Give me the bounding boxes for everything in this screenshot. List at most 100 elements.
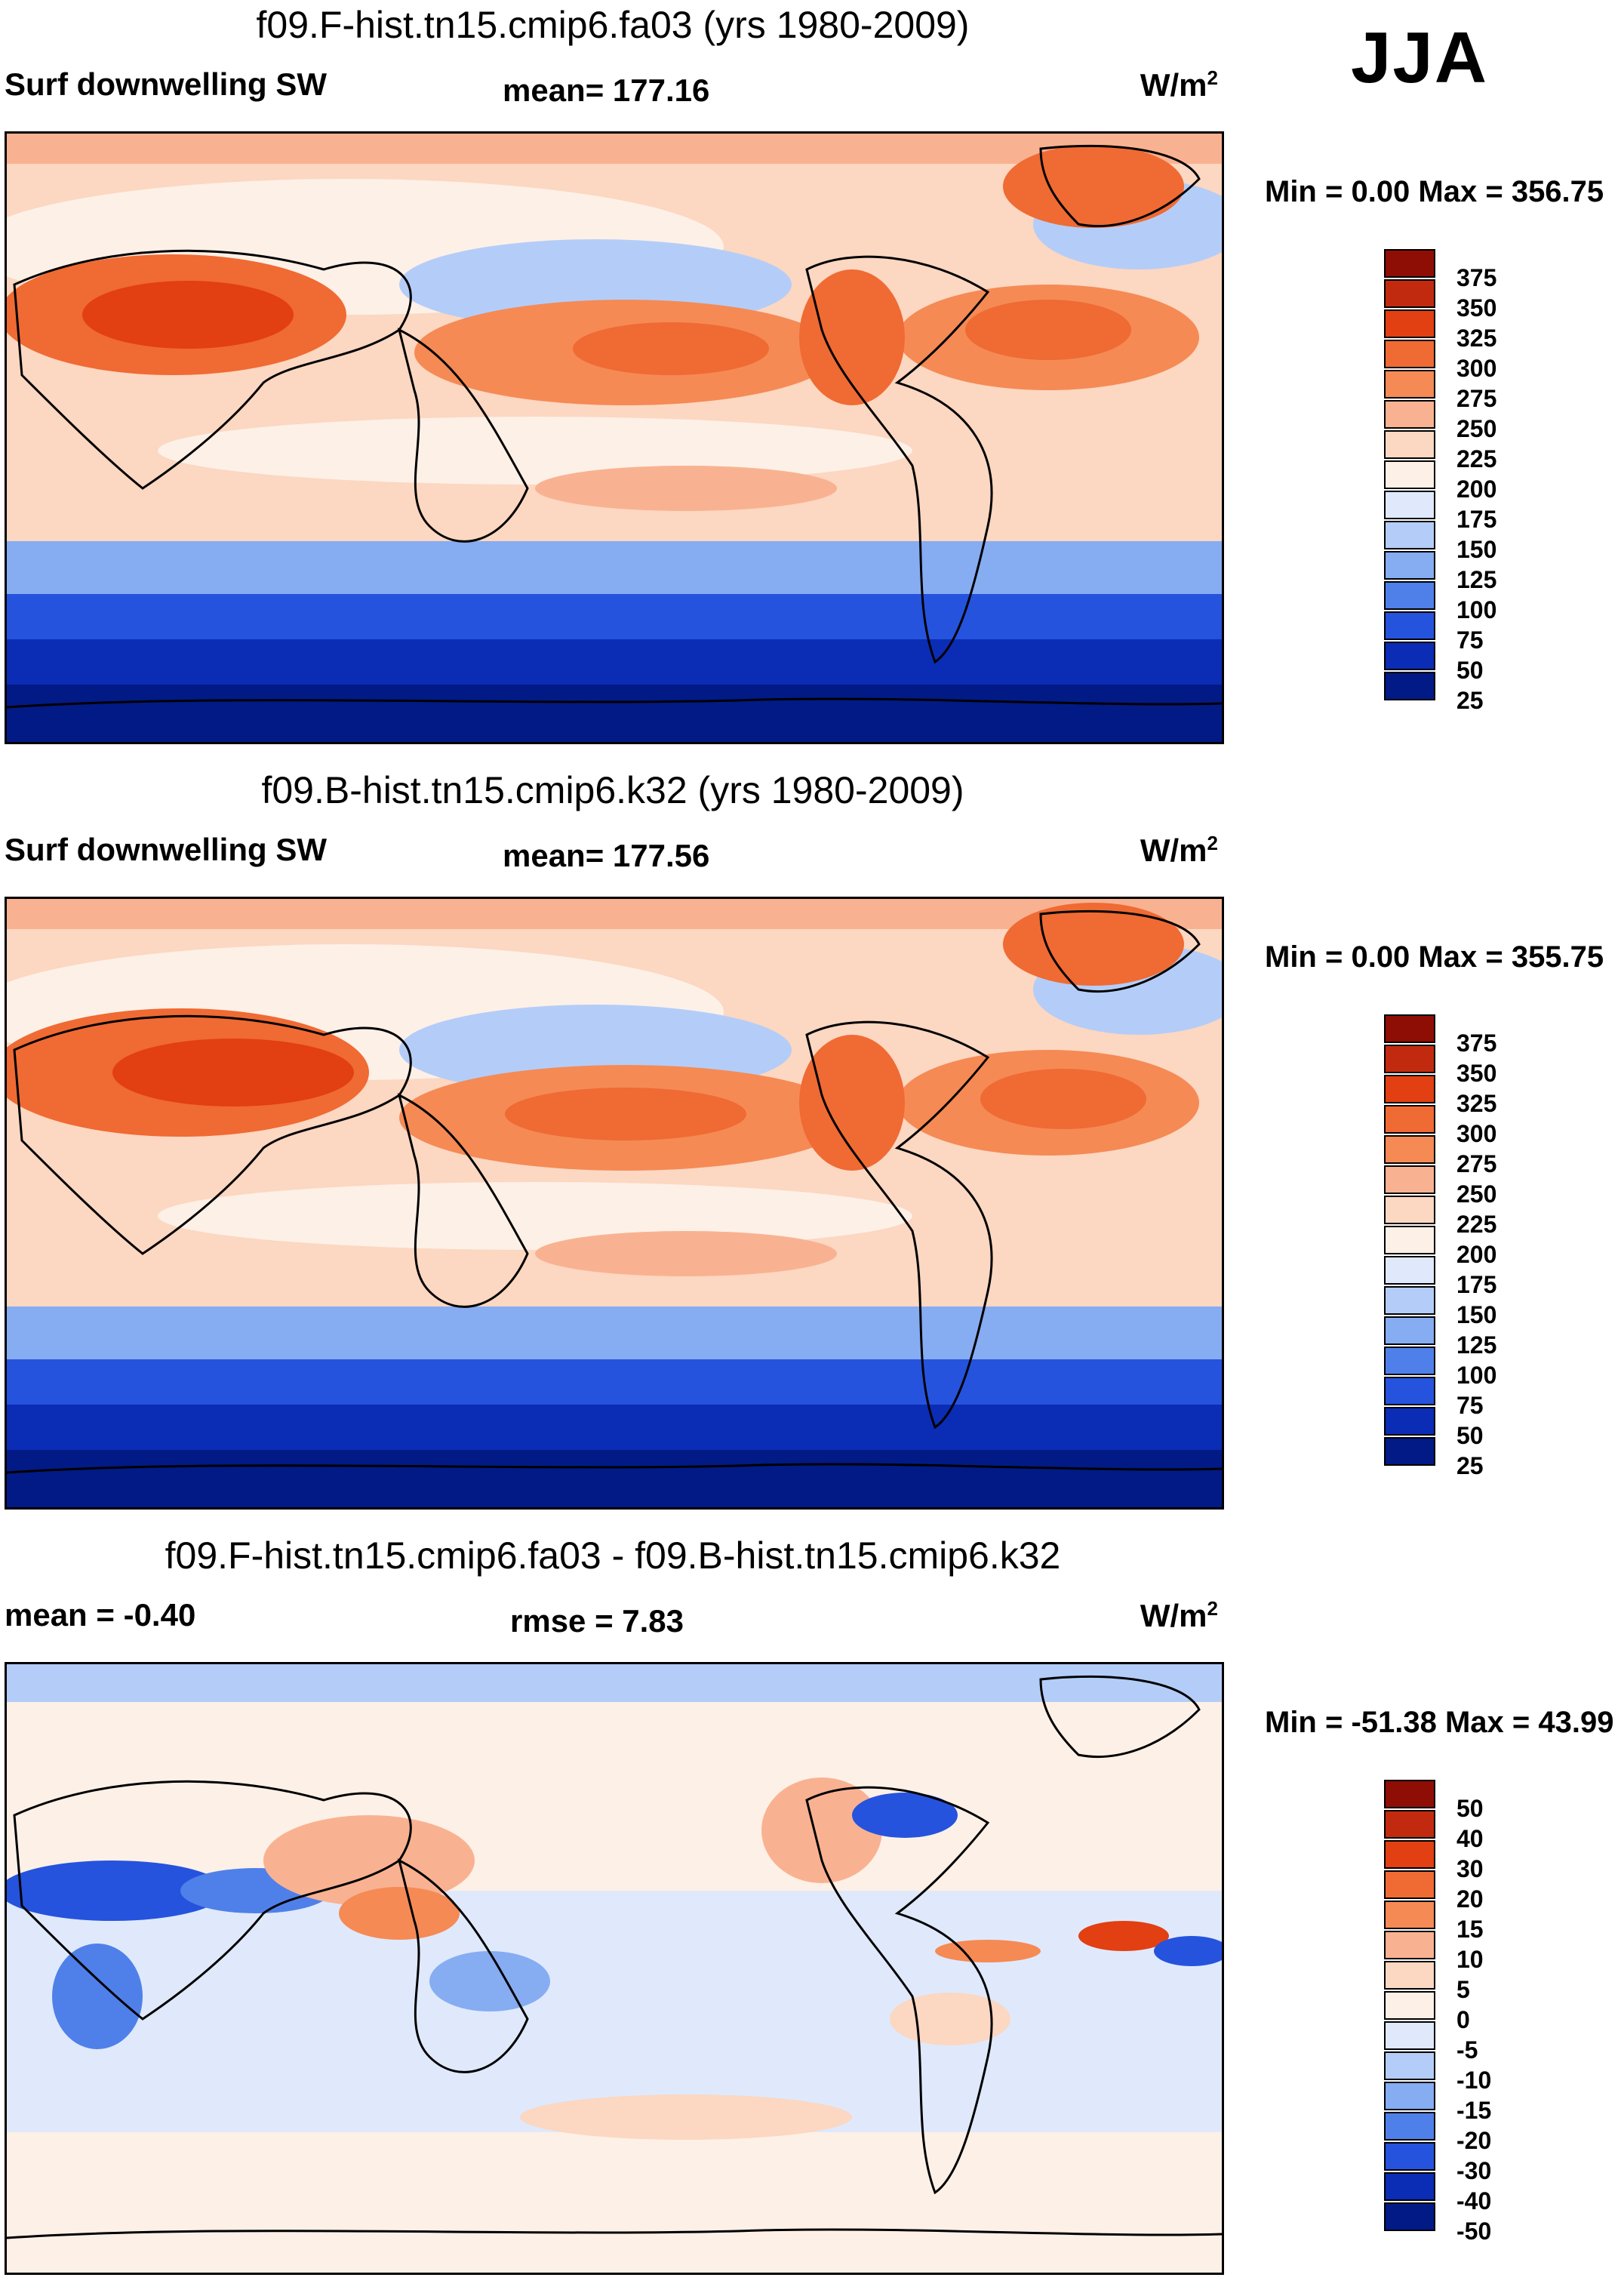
colorbar-swatch — [1384, 491, 1435, 519]
map-model-b — [5, 897, 1224, 1510]
colorbar-tick-label: 125 — [1456, 1331, 1497, 1359]
colorbar-swatch — [1384, 581, 1435, 610]
colorbar-tick-label: 75 — [1456, 626, 1484, 654]
colorbar-swatch — [1384, 521, 1435, 549]
colorbar-swatch — [1384, 400, 1435, 429]
colorbar-tick-label: 150 — [1456, 536, 1497, 563]
colorbar-tick-label: -15 — [1456, 2097, 1492, 2124]
colorbar-swatch — [1384, 1196, 1435, 1224]
colorbar-tick-label: 75 — [1456, 1392, 1484, 1419]
colorbar-swatch — [1384, 1870, 1435, 1899]
colorbar-tick-label: 20 — [1456, 1885, 1484, 1913]
colorbar-swatch — [1384, 2051, 1435, 2080]
colorbar-tick-label: -10 — [1456, 2067, 1492, 2094]
variable-label: Surf downwelling SW — [5, 832, 327, 867]
colorbar-swatch — [1384, 2202, 1435, 2231]
colorbar-tick-label: 30 — [1456, 1855, 1484, 1882]
panel-difference: f09.F-hist.tn15.cmip6.fa03 - f09.B-hist.… — [0, 1534, 1621, 2296]
minmax-label: Min = -51.38 Max = 43.99 — [1265, 1706, 1614, 1739]
colorbar-swatch — [1384, 1135, 1435, 1164]
colorbar-swatch — [1384, 1437, 1435, 1466]
colorbar-swatch — [1384, 460, 1435, 489]
colorbar-tick-label: 100 — [1456, 1362, 1497, 1389]
colorbar-swatch — [1384, 2112, 1435, 2141]
colorbar-swatch — [1384, 1961, 1435, 1990]
colorbar-swatch — [1384, 1075, 1435, 1103]
colorbar-swatch — [1384, 1991, 1435, 2020]
colorbar-swatch — [1384, 1045, 1435, 1073]
colorbar-swatch — [1384, 1286, 1435, 1315]
minmax-label: Min = 0.00 Max = 355.75 — [1265, 940, 1604, 974]
colorbar-tick-label: 50 — [1456, 1795, 1484, 1822]
colorbar-tick-label: 250 — [1456, 415, 1497, 442]
colorbar-tick-label: 375 — [1456, 264, 1497, 291]
colorbar-tick-label: 200 — [1456, 476, 1497, 503]
colorbar-tick-label: 50 — [1456, 657, 1484, 684]
colorbar-tick-label: 25 — [1456, 687, 1484, 714]
colorbar-tick-label: 0 — [1456, 2006, 1470, 2033]
colorbar-tick-label: 5 — [1456, 1976, 1470, 2003]
season-label: JJA — [1351, 17, 1489, 98]
colorbar-swatch — [1384, 1377, 1435, 1405]
colorbar-swatch — [1384, 1165, 1435, 1194]
mean-label: mean= 177.56 — [503, 838, 710, 873]
colorbar-tick-label: 225 — [1456, 445, 1497, 472]
colorbar-tick-label: 50 — [1456, 1422, 1484, 1449]
colorbar-tick-label: 300 — [1456, 355, 1497, 382]
colorbar-swatch — [1384, 340, 1435, 368]
colorbar-tick-label: 100 — [1456, 596, 1497, 623]
colorbar-swatch — [1384, 279, 1435, 308]
colorbar-tick-label: 350 — [1456, 1060, 1497, 1087]
map-field — [7, 134, 1222, 742]
rmse-label: rmse = 7.83 — [510, 1603, 684, 1639]
colorbar-tick-label: 175 — [1456, 506, 1497, 533]
map-model-f — [5, 131, 1224, 744]
colorbar-swatch — [1384, 1840, 1435, 1869]
colorbar-tick-label: 300 — [1456, 1120, 1497, 1147]
colorbar-tick-label: 225 — [1456, 1211, 1497, 1238]
map-field — [7, 1664, 1222, 2273]
colorbar-swatch — [1384, 642, 1435, 670]
colorbar-swatch — [1384, 611, 1435, 640]
panel-title: f09.B-hist.tn15.cmip6.k32 (yrs 1980-2009… — [261, 769, 964, 811]
colorbar-swatch — [1384, 1256, 1435, 1285]
colorbar-tick-label: 125 — [1456, 566, 1497, 593]
map-difference — [5, 1662, 1224, 2275]
variable-label: Surf downwelling SW — [5, 66, 327, 102]
colorbar-swatch — [1384, 1316, 1435, 1345]
colorbar-tick-label: -5 — [1456, 2036, 1478, 2064]
colorbar-tick-label: 10 — [1456, 1946, 1484, 1973]
colorbar-tick-label: 175 — [1456, 1271, 1497, 1298]
unit-label: W/m2 — [1140, 66, 1218, 103]
colorbar-swatch — [1384, 1407, 1435, 1436]
unit-label: W/m2 — [1140, 832, 1218, 868]
colorbar-swatch — [1384, 551, 1435, 580]
colorbar-tick-label: 15 — [1456, 1916, 1484, 1943]
panel-model-f: f09.F-hist.tn15.cmip6.fa03 (yrs 1980-200… — [0, 3, 1621, 765]
panel-title: f09.F-hist.tn15.cmip6.fa03 - f09.B-hist.… — [165, 1534, 1061, 1577]
colorbar-tick-label: 375 — [1456, 1030, 1497, 1057]
colorbar-swatch — [1384, 249, 1435, 278]
colorbar-swatch — [1384, 2142, 1435, 2171]
panel-title: f09.F-hist.tn15.cmip6.fa03 (yrs 1980-200… — [256, 4, 970, 46]
map-field — [7, 899, 1222, 1507]
colorbar-swatch — [1384, 1931, 1435, 1959]
colorbar-tick-label: 200 — [1456, 1241, 1497, 1268]
colorbar-swatch — [1384, 672, 1435, 700]
colorbar-tick-label: 250 — [1456, 1180, 1497, 1208]
colorbar-swatch — [1384, 1347, 1435, 1375]
colorbar-tick-label: -50 — [1456, 2218, 1492, 2245]
colorbar-tick-label: 25 — [1456, 1452, 1484, 1479]
colorbar-swatch — [1384, 370, 1435, 399]
colorbar-swatch — [1384, 2172, 1435, 2201]
colorbar-swatch — [1384, 430, 1435, 459]
colorbar-swatch — [1384, 2021, 1435, 2050]
panel-model-b: f09.B-hist.tn15.cmip6.k32 (yrs 1980-2009… — [0, 768, 1621, 1531]
colorbar-swatch — [1384, 2082, 1435, 2110]
colorbar-swatch — [1384, 1014, 1435, 1043]
mean-label: mean= 177.16 — [503, 72, 710, 108]
colorbar-tick-label: 275 — [1456, 1150, 1497, 1177]
mean-label: mean = -0.40 — [5, 1597, 196, 1633]
unit-label: W/m2 — [1140, 1597, 1218, 1633]
minmax-label: Min = 0.00 Max = 356.75 — [1265, 175, 1604, 208]
